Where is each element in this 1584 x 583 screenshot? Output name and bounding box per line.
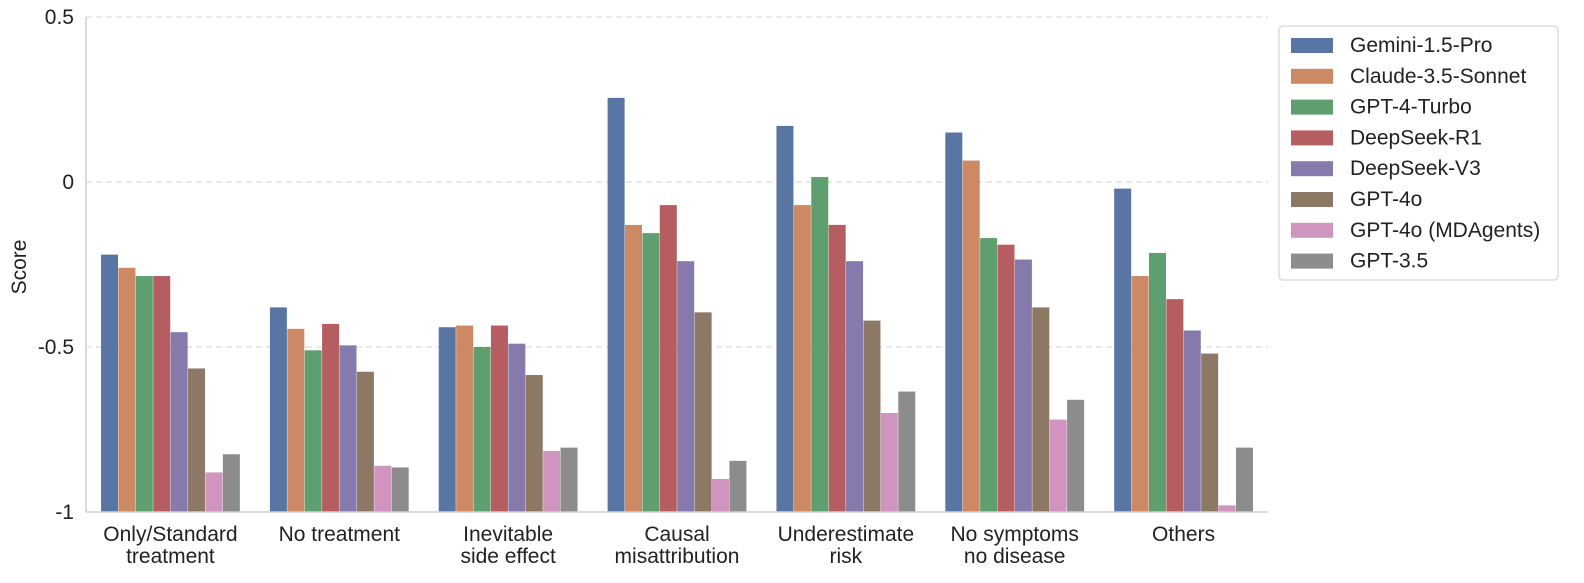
x-tick-label: Only/Standard [103, 523, 237, 546]
legend-label: GPT-4-Turbo [1350, 96, 1472, 119]
bar [1032, 307, 1050, 512]
legend-label: GPT-4o [1350, 188, 1422, 211]
legend-items: Gemini-1.5-Pro Claude-3.5-Sonnet GPT-4-Tur… [1291, 34, 1540, 273]
legend-swatch [1291, 161, 1333, 177]
bar [205, 472, 223, 512]
bar [1235, 447, 1253, 512]
legend-swatch [1291, 38, 1333, 53]
bar [118, 267, 136, 512]
bar [222, 454, 240, 512]
bar [525, 375, 543, 512]
y-tick-label: 0 [62, 171, 74, 194]
bar [1067, 399, 1085, 512]
bar [101, 254, 119, 512]
bar [607, 97, 625, 512]
bar [659, 205, 677, 512]
bar [642, 233, 660, 512]
legend-swatch [1291, 99, 1333, 115]
bar [1049, 419, 1067, 512]
bar [1114, 188, 1132, 512]
bar [339, 345, 357, 512]
legend-swatch [1291, 68, 1333, 84]
legend-swatch [1291, 130, 1333, 146]
x-tick-label: No symptoms [951, 523, 1079, 546]
bar [694, 312, 712, 512]
bar [438, 327, 456, 512]
y-tick-label: -0.5 [38, 336, 74, 359]
bar [712, 479, 729, 512]
bar [677, 261, 695, 512]
bar [322, 323, 340, 512]
y-axis-title: Score [8, 240, 31, 295]
bar [1131, 276, 1149, 512]
bar [828, 224, 846, 512]
bar [625, 224, 642, 512]
bar [1218, 505, 1236, 512]
y-tick-labels: 0.5 0 -0.5 -1 [38, 6, 74, 524]
bar [863, 320, 881, 512]
bar [188, 368, 206, 512]
legend-swatch [1291, 253, 1333, 269]
legend-label: GPT-4o (MDAgents) [1350, 219, 1540, 242]
bar [508, 343, 526, 512]
legend-label: Gemini-1.5-Pro [1350, 34, 1492, 57]
y-tick-label: 0.5 [45, 6, 74, 29]
bars [101, 97, 1253, 513]
bar [793, 205, 811, 512]
bar [391, 467, 409, 512]
bar [945, 132, 963, 512]
bar [560, 447, 578, 512]
bar [729, 460, 747, 512]
bar [1183, 330, 1201, 512]
legend-box [1278, 25, 1559, 281]
x-tick-label: no disease [964, 545, 1066, 568]
bar [898, 391, 916, 512]
bar [170, 332, 188, 512]
bar [811, 177, 829, 513]
bar [1148, 252, 1166, 512]
bar [543, 450, 561, 512]
bar [456, 325, 474, 512]
x-tick-label: Causal [644, 523, 709, 546]
legend-label: DeepSeek-R1 [1350, 126, 1482, 149]
x-tick-label: side effect [460, 545, 556, 568]
bar [997, 244, 1015, 512]
bar [846, 261, 864, 512]
grid [86, 16, 1268, 348]
bar [269, 307, 287, 512]
axes [85, 17, 1268, 513]
bar [776, 125, 794, 513]
legend-swatch [1291, 222, 1333, 238]
bar [356, 371, 374, 512]
legend: Gemini-1.5-Pro Claude-3.5-Sonnet GPT-4-Tur… [1278, 25, 1559, 281]
x-tick-label: Inevitable [463, 523, 553, 546]
bar [287, 328, 305, 512]
legend-swatch [1291, 192, 1333, 207]
x-tick-label: Others [1152, 523, 1215, 546]
x-tick-label: misattribution [615, 545, 740, 568]
bar [1166, 299, 1184, 512]
x-tick-label: No treatment [279, 523, 401, 546]
x-tick-label: Underestimate [778, 523, 915, 546]
bar [962, 160, 980, 513]
x-tick-label: treatment [126, 545, 215, 568]
legend-label: DeepSeek-V3 [1350, 157, 1481, 180]
bar [374, 465, 392, 512]
bar [880, 413, 898, 512]
bar [980, 238, 998, 512]
legend-label: Claude-3.5-Sonnet [1350, 65, 1526, 88]
y-tick-label: -1 [55, 501, 74, 524]
bar [473, 347, 491, 512]
bar [153, 276, 171, 512]
bar [1014, 259, 1032, 512]
bar [135, 276, 153, 512]
bar [304, 350, 322, 512]
legend-label: GPT-3.5 [1350, 250, 1428, 273]
x-tick-label: risk [830, 545, 863, 568]
bar [490, 325, 508, 512]
bar [1201, 353, 1219, 512]
